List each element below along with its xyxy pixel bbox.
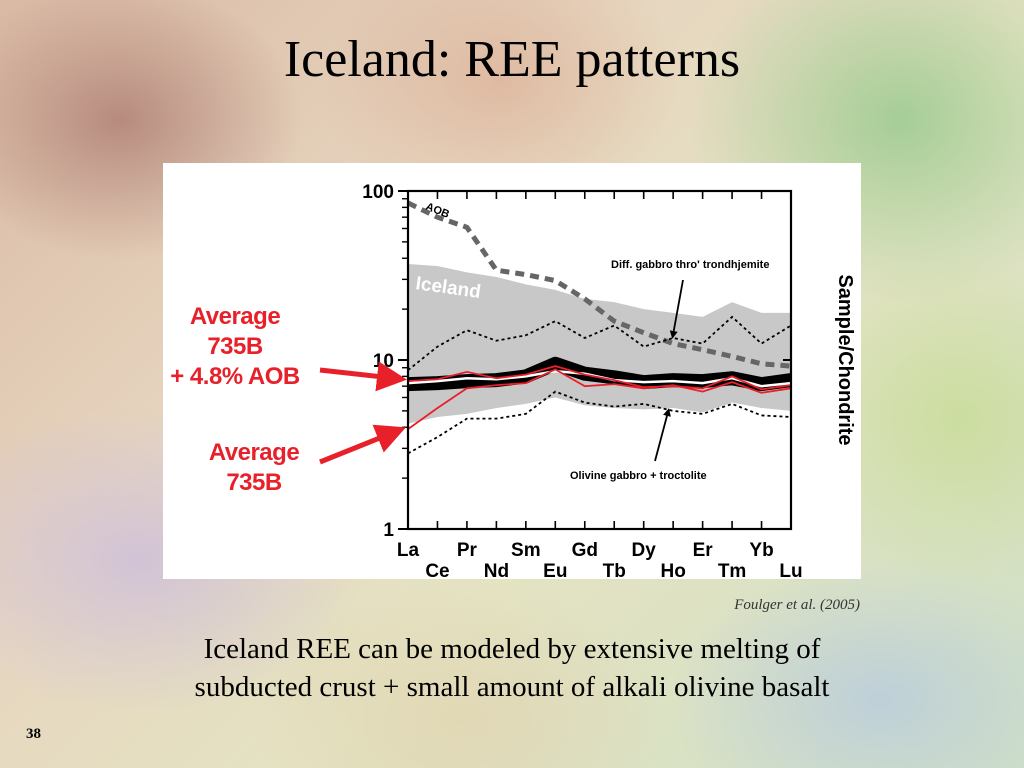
x-tick-label: Sm [511,540,541,561]
x-tick-label: La [397,540,420,561]
label-line: Average [208,439,300,466]
y-tick-label: 1 [383,520,394,541]
label-line: 735B [207,333,263,360]
slide-caption: Iceland REE can be modeled by extensive … [0,630,1024,706]
ree-chart: 110100LaCePrNdSmEuGdTbDyHoErTmYbLuSample… [362,182,856,579]
x-tick-label: Tm [718,561,747,579]
x-tick-label: Tb [603,561,626,579]
label-average-735b: Average 735B [195,438,313,498]
series-line-6 [407,368,792,430]
y-tick-label: 100 [362,182,394,203]
caption-line: subducted crust + small amount of alkali… [194,671,830,703]
x-tick-label: Er [693,540,714,561]
diff-gabbro-label: Diff. gabbro thro' trondhjemite [611,259,769,271]
slide-title: Iceland: REE patterns [283,31,741,88]
olivine-gabbro-label: Olivine gabbro + troctolite [570,470,707,482]
x-tick-label: Yb [749,540,773,561]
page-number: 38 [26,726,41,742]
x-tick-label: Ce [425,561,449,579]
caption-line: Iceland REE can be modeled by extensive … [203,633,821,665]
label-line: 735B [226,469,282,496]
x-tick-label: Dy [632,540,657,561]
series-line-2 [407,390,792,455]
label-average-735b-aob: Average 735B + 4.8% AOB [160,302,310,392]
diff-gabbro-arrow [669,279,684,339]
x-tick-label: Gd [572,540,598,561]
series-line-0 [406,200,792,369]
olivine-gabbro-arrow [654,408,671,462]
arrow-to-average [319,424,406,465]
label-line: Average [189,303,281,330]
x-tick-label: Pr [457,540,478,561]
arrow-to-aob-mix [319,361,407,392]
series-line-5 [407,365,792,391]
series-line-1 [407,315,792,371]
citation: Foulger et al. (2005) [734,597,860,613]
x-tick-label: Eu [543,561,567,579]
x-tick-label: Nd [484,561,509,579]
x-tick-label: Lu [779,561,802,579]
y-axis-label: Sample/Chondrite [834,274,856,445]
ree-chart-figure: 1 10 100 La Ce Pr Nd Sm Eu Gd Tb Dy Ho Er Tm Yb Lu Sample… [163,163,861,579]
label-line: + 4.8% AOB [170,363,300,390]
x-tick-label: Ho [660,561,685,579]
